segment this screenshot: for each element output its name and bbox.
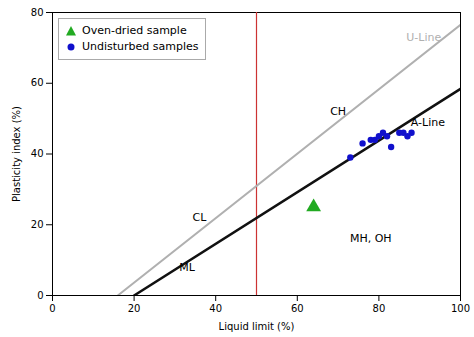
html-text:Undisturbed samples: Undisturbed samples <box>82 40 199 53</box>
svg-text:20: 20 <box>31 219 44 230</box>
svg-text:0: 0 <box>49 303 55 314</box>
svg-text:CH: CH <box>330 105 346 118</box>
svg-text:60: 60 <box>291 303 304 314</box>
svg-text:100: 100 <box>451 303 470 314</box>
svg-text:Plasticity index (%): Plasticity index (%) <box>11 106 22 202</box>
svg-text:MH, OH: MH, OH <box>350 232 392 245</box>
svg-text:ML: ML <box>179 261 195 274</box>
svg-text:U-Line: U-Line <box>406 31 441 44</box>
svg-text:A-Line: A-Line <box>411 116 445 129</box>
html-text:Oven-dried sample: Oven-dried sample <box>82 24 187 37</box>
svg-text:60: 60 <box>31 77 44 88</box>
svg-text:Liquid limit (%): Liquid limit (%) <box>219 321 295 332</box>
svg-text:40: 40 <box>209 303 222 314</box>
svg-text:20: 20 <box>128 303 141 314</box>
svg-text:80: 80 <box>31 7 44 18</box>
svg-text:80: 80 <box>373 303 386 314</box>
svg-text:0: 0 <box>37 290 43 301</box>
svg-text:40: 40 <box>31 148 44 159</box>
svg-text:CL: CL <box>192 211 207 224</box>
